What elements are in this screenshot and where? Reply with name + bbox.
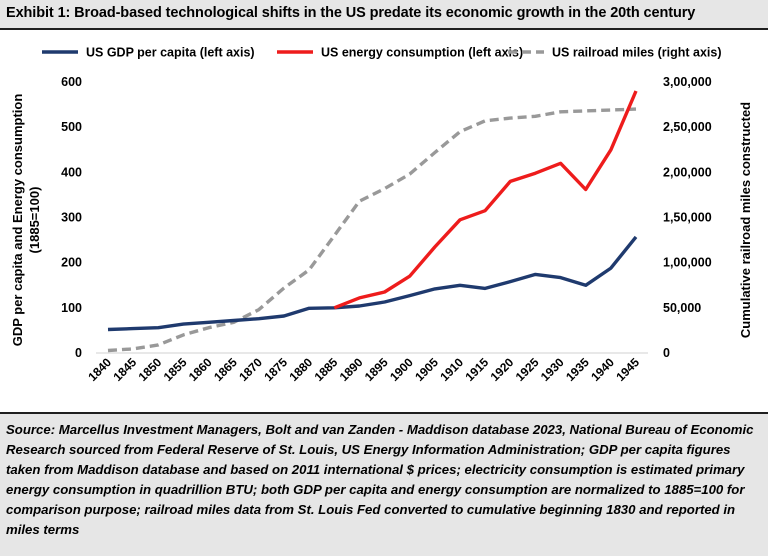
title-bar: Exhibit 1: Broad-based technological shi… [0, 0, 768, 30]
right-tick-label: 0 [663, 346, 670, 360]
legend-label: US railroad miles (right axis) [552, 46, 722, 60]
x-tick-label: 1880 [286, 355, 315, 384]
x-tick-label: 1885 [312, 355, 341, 384]
right-tick-label: 1,00,000 [663, 256, 712, 270]
left-tick-label: 400 [61, 165, 82, 179]
left-axis: 0 100 200 300 400 500 600 [61, 75, 82, 360]
x-tick-label: 1900 [387, 355, 416, 384]
left-tick-label: 200 [61, 256, 82, 270]
x-tick-label: 1925 [513, 355, 542, 384]
right-tick-label: 2,00,000 [663, 165, 712, 179]
x-tick-label: 1860 [186, 355, 215, 384]
x-tick-label: 1870 [236, 355, 265, 384]
left-tick-label: 500 [61, 120, 82, 134]
exhibit-title: Exhibit 1: Broad-based technological shi… [6, 5, 696, 21]
series-line-energy [333, 90, 638, 310]
source-note: Source: Marcellus Investment Managers, B… [6, 422, 754, 537]
x-tick-label: 1945 [613, 355, 642, 384]
x-tick-label: 1855 [161, 355, 190, 384]
x-tick-label: 1920 [488, 355, 517, 384]
right-axis: 0 50,000 1,00,000 1,50,000 2,00,000 2,50,000 3… [663, 75, 712, 360]
left-tick-label: 100 [61, 301, 82, 315]
x-tick-label: 1905 [412, 355, 441, 384]
source-box: Source: Marcellus Investment Managers, B… [0, 412, 768, 556]
x-tick-label: 1940 [588, 355, 617, 384]
x-tick-label: 1850 [136, 355, 165, 384]
x-tick-label: 1865 [211, 355, 240, 384]
right-axis-title: Cumulative railroad miles constructed [738, 102, 753, 338]
legend-label: US GDP per capita (left axis) [86, 46, 255, 60]
left-tick-label: 600 [61, 75, 82, 89]
left-tick-label: 0 [75, 346, 82, 360]
series-lines [107, 90, 638, 353]
series-line-railroad [107, 107, 637, 353]
x-tick-label: 1840 [85, 355, 114, 384]
right-tick-label: 2,50,000 [663, 120, 712, 134]
series-line-gdp [107, 235, 638, 332]
chart: US GDP per capita (left axis) US energy c… [10, 46, 753, 385]
x-tick-label: 1845 [110, 355, 139, 384]
x-tick-label: 1915 [462, 355, 491, 384]
left-axis-title: GDP per capita and Energy consumption (18… [10, 94, 42, 347]
legend-label: US energy consumption (left axis) [321, 46, 523, 60]
x-tick-label: 1890 [337, 355, 366, 384]
left-axis-title-line: (1885=100) [27, 187, 42, 254]
x-axis: 1840184518501855186018651870187518801885… [85, 352, 648, 384]
legend: US GDP per capita (left axis) US energy c… [42, 46, 722, 60]
x-tick-label: 1910 [437, 355, 466, 384]
x-tick-label: 1895 [362, 355, 391, 384]
x-tick-label: 1935 [563, 355, 592, 384]
left-tick-label: 300 [61, 211, 82, 225]
x-tick-label: 1875 [261, 355, 290, 384]
right-tick-label: 50,000 [663, 301, 701, 315]
x-tick-label: 1930 [538, 355, 567, 384]
left-axis-title-line: GDP per capita and Energy consumption [10, 94, 25, 347]
right-tick-label: 1,50,000 [663, 211, 712, 225]
right-tick-label: 3,00,000 [663, 75, 712, 89]
